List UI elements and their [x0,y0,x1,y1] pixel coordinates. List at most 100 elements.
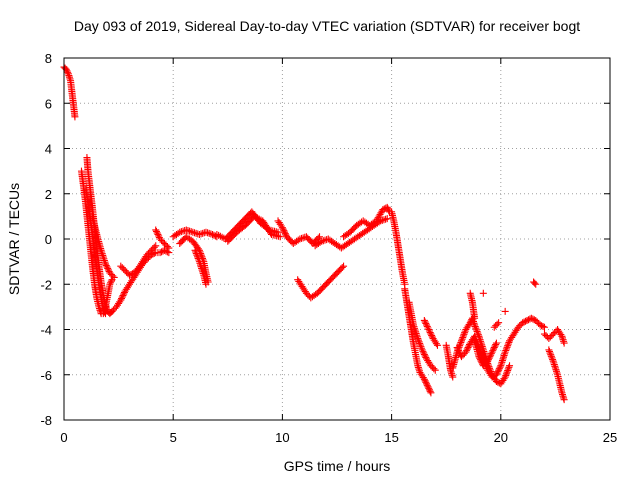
grid-lines [64,58,610,420]
data-point [193,251,201,259]
data-point [316,238,324,246]
data-point [427,389,435,397]
data-point [538,322,546,330]
data-point [143,251,151,259]
data-point [118,295,126,303]
data-point [545,335,553,343]
data-point [540,323,548,331]
y-tick-label: 4 [45,142,52,157]
data-point [106,280,114,288]
data-point [476,354,484,362]
data-point [281,230,289,238]
data-point [495,365,503,373]
data-point [492,378,500,386]
data-point [473,327,481,335]
data-point [425,386,433,394]
data-point [431,366,439,374]
data-point [477,357,485,365]
data-point [103,263,111,271]
data-point [492,341,500,349]
data-point [495,366,503,374]
data-point [204,229,212,237]
data-point [472,326,480,334]
data-point [462,348,470,356]
data-point [152,226,160,234]
data-point [475,353,483,361]
data-point [459,351,467,359]
data-point [120,290,128,298]
data-point [487,351,495,359]
data-point [152,242,160,250]
data-point [323,236,331,244]
x-axis-label: GPS time / hours [284,458,391,474]
data-point [338,264,346,272]
data-point [379,206,387,214]
data-point [414,336,422,344]
data-point [123,268,131,276]
data-point [296,235,304,243]
data-point [385,206,393,214]
data-point [195,256,203,264]
data-point [155,232,163,240]
data-point [533,318,541,326]
data-point [455,348,463,356]
data-point [302,289,310,297]
data-point [417,343,425,351]
y-tick-label: -2 [40,277,52,292]
data-point [207,230,215,238]
data-point [205,229,213,237]
data-point [503,343,511,351]
data-point [149,245,157,253]
data-point [496,363,504,371]
data-point [425,327,433,335]
data-point [486,353,494,361]
data-point [281,228,289,236]
data-point [519,319,527,327]
data-point [501,307,509,315]
data-point [421,352,429,360]
data-point [423,381,431,389]
data-point [319,237,327,245]
data-point [187,228,195,236]
data-point [380,216,388,224]
data-point [107,279,115,287]
data-point [71,113,79,121]
x-tick-label: 5 [170,430,177,445]
data-point [474,329,482,337]
data-point [463,345,471,353]
data-point [153,229,161,237]
data-point [101,308,109,316]
data-point [425,326,433,333]
y-tick-label: 8 [45,51,52,66]
data-point [430,365,438,373]
data-point [490,344,498,352]
data-point [456,340,464,348]
data-point [156,235,164,243]
data-point [104,266,112,274]
data-point [487,350,495,358]
data-point [546,349,554,357]
data-point [529,315,537,323]
data-point [484,357,492,365]
x-tick-label: 20 [494,430,508,445]
data-point [464,344,472,352]
data-point [432,340,440,348]
data-point [117,262,125,270]
data-point [186,227,194,235]
data-point [146,248,154,256]
data-point [545,347,553,355]
data-point [459,332,467,340]
data-point [454,345,462,353]
data-point [520,318,528,326]
data-point [472,324,480,332]
data-point [197,230,205,238]
data-point [504,365,512,373]
data-point [418,346,426,354]
data-point [423,322,431,330]
data-point [457,353,465,361]
data-point [160,246,168,254]
data-point [532,280,540,288]
data-point [191,246,199,254]
data-point [427,362,435,370]
data-point [500,375,508,383]
